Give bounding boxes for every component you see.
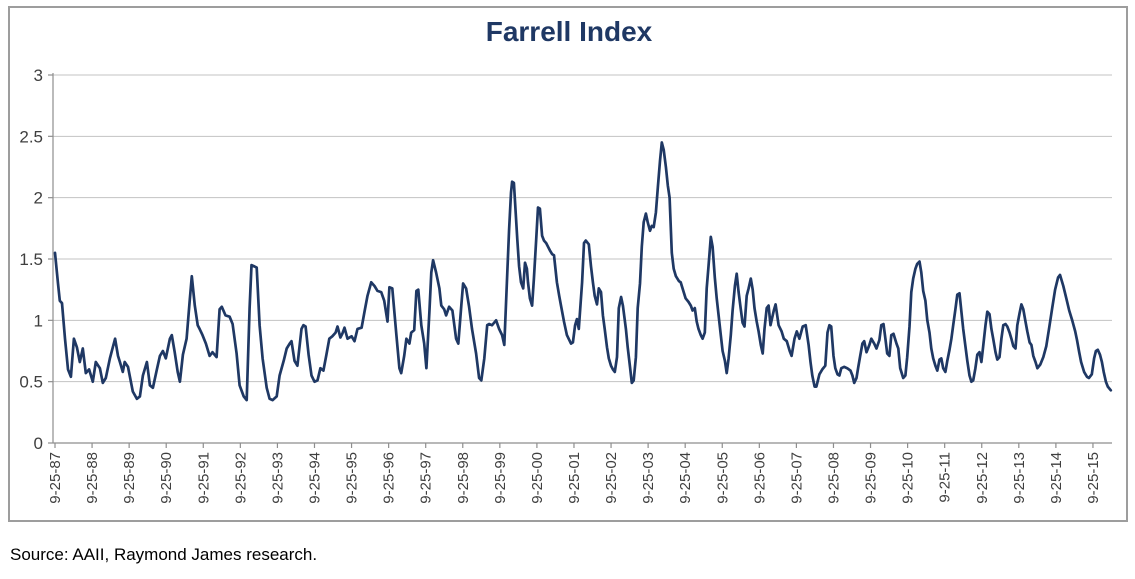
x-tick-label: 9-25-93 (269, 452, 286, 504)
x-tick-label: 9-25-01 (566, 452, 583, 504)
x-tick-label: 9-25-08 (825, 452, 842, 504)
x-tick-label: 9-25-98 (455, 452, 472, 504)
x-tick-label: 9-25-90 (158, 452, 175, 504)
x-tick-label: 9-25-09 (863, 452, 880, 504)
x-tick-label: 9-25-03 (640, 452, 657, 504)
y-tick-label: 3 (34, 66, 43, 85)
y-tick-label: 2 (34, 189, 43, 208)
x-tick-label: 9-25-11 (937, 452, 954, 503)
y-tick-label: 1 (34, 311, 43, 330)
chart-title: Farrell Index (485, 16, 653, 47)
y-tick-label: 0 (34, 434, 43, 453)
x-tick-label: 9-25-02 (603, 452, 620, 504)
chart-frame (8, 6, 1128, 522)
y-tick-label: 0.5 (19, 373, 43, 392)
source-note: Source: AAII, Raymond James research. (10, 545, 318, 564)
x-tick-label: 9-25-95 (344, 452, 361, 504)
x-tick-label: 9-25-14 (1048, 452, 1065, 504)
y-tick-label: 2.5 (19, 127, 43, 146)
x-tick-label: 9-25-89 (121, 452, 138, 504)
x-tick-label: 9-25-10 (900, 452, 917, 504)
x-tick-label: 9-25-06 (751, 452, 768, 504)
x-tick-label: 9-25-91 (195, 452, 212, 504)
farrell-index-line-chart: 0 0.5 1 1.5 2 2.5 3 9-25-87 9-25-88 9-25-89 9-25-9… (19, 66, 1113, 504)
x-tick-label: 9-25-97 (418, 452, 435, 504)
x-tick-label: 9-25-99 (492, 452, 509, 504)
x-tick-label: 9-25-13 (1011, 452, 1028, 504)
x-tick-label: 9-25-88 (84, 452, 101, 504)
y-tick-label: 1.5 (19, 250, 43, 269)
x-tick-label: 9-25-12 (974, 452, 991, 504)
x-tick-label: 9-25-87 (47, 452, 64, 504)
x-tick-label: 9-25-00 (529, 452, 546, 504)
x-tick-label: 9-25-04 (677, 452, 694, 504)
x-tick-label: 9-25-05 (714, 452, 731, 504)
x-tick-label: 9-25-07 (788, 452, 805, 504)
x-tick-label: 9-25-96 (381, 452, 398, 504)
x-tick-label: 9-25-94 (306, 452, 323, 504)
x-tick-label: 9-25-92 (232, 452, 249, 504)
x-tick-label: 9-25-15 (1085, 452, 1102, 504)
farrell-index-series-line (53, 141, 1113, 402)
